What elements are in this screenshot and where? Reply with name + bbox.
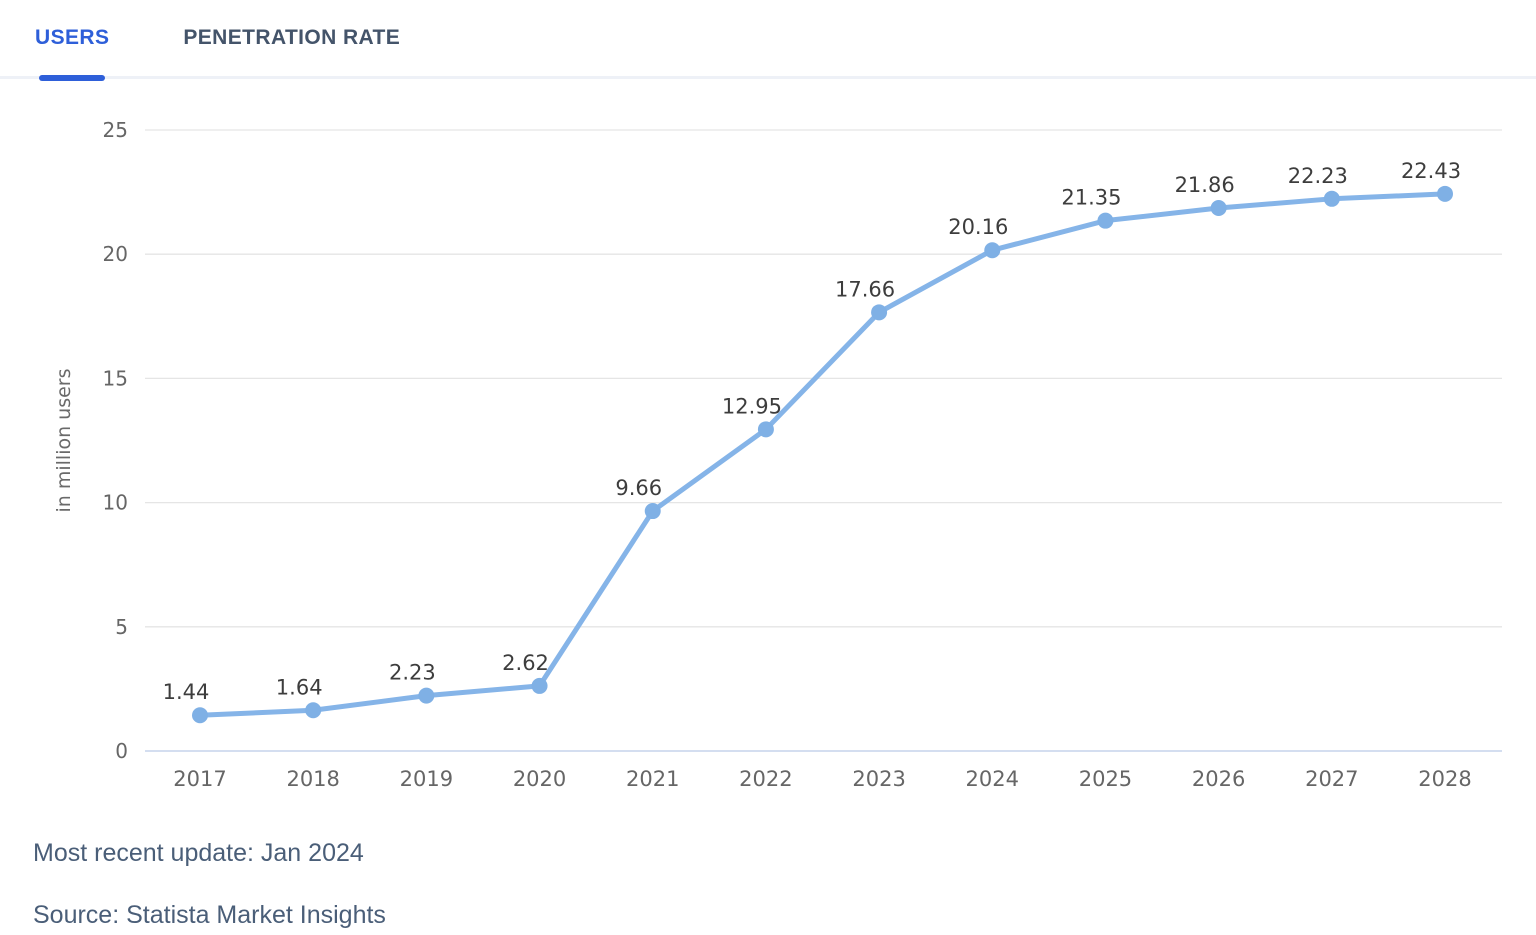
data-point-marker[interactable] — [418, 687, 435, 704]
x-tick-label: 2024 — [966, 767, 1019, 791]
y-tick-label: 0 — [115, 739, 128, 763]
chart-area: 0 5 10 15 20 25 2017 2018 2019 2020 2021 2022 2023 20… — [0, 79, 1536, 815]
series-line — [197, 191, 1448, 718]
x-tick-label: 2025 — [1079, 767, 1132, 791]
tab-penetration-rate[interactable]: PENETRATION RATE — [183, 0, 400, 78]
x-tick-label: 2026 — [1192, 767, 1245, 791]
data-point-label: 20.16 — [948, 215, 1008, 239]
data-point-label: 2.62 — [502, 651, 549, 675]
y-tick-label: 10 — [103, 491, 128, 515]
x-tick-label: 2022 — [739, 767, 792, 791]
x-tick-label: 2027 — [1305, 767, 1358, 791]
data-point-marker[interactable] — [871, 304, 888, 321]
data-point-label: 21.86 — [1175, 173, 1235, 197]
x-tick-label: 2020 — [513, 767, 566, 791]
data-point-marker[interactable] — [644, 503, 661, 520]
y-tick-label: 25 — [103, 118, 128, 142]
data-point-label: 21.35 — [1061, 186, 1121, 210]
data-point-marker[interactable] — [1210, 199, 1227, 216]
chart-footer: Most recent update: Jan 2024 Source: Sta… — [0, 839, 1536, 930]
x-tick-label: 2028 — [1418, 767, 1471, 791]
data-point-marker[interactable] — [305, 702, 322, 719]
x-tick-label: 2023 — [852, 767, 905, 791]
data-point-label: 22.43 — [1401, 159, 1461, 183]
data-point-marker[interactable] — [531, 677, 548, 694]
data-point-label: 2.23 — [389, 661, 436, 685]
x-tick-label: 2019 — [400, 767, 453, 791]
data-point-label: 22.23 — [1288, 164, 1348, 188]
x-tick-label: 2021 — [626, 767, 679, 791]
x-tick-label: 2018 — [286, 767, 339, 791]
data-point-marker[interactable] — [1323, 190, 1340, 207]
data-point-label: 17.66 — [835, 277, 895, 301]
data-point-marker[interactable] — [757, 421, 774, 438]
data-point-marker[interactable] — [1437, 185, 1453, 202]
y-axis-title: in million users — [53, 368, 75, 512]
tab-bar: USERS PENETRATION RATE — [0, 0, 1536, 81]
y-tick-label: 5 — [115, 615, 128, 639]
data-point-label: 12.95 — [722, 394, 782, 418]
tab-users[interactable]: USERS — [35, 0, 109, 81]
data-point-label: 1.44 — [163, 680, 210, 704]
y-tick-label: 20 — [103, 242, 128, 266]
most-recent-update-text: Most recent update: Jan 2024 — [33, 839, 364, 867]
x-tick-label: 2017 — [173, 767, 226, 791]
data-point-label: 9.66 — [615, 476, 662, 500]
source-text: Source: Statista Market Insights — [33, 901, 386, 929]
data-point-marker[interactable] — [1097, 212, 1114, 229]
data-point-marker[interactable] — [192, 707, 208, 724]
y-tick-label: 15 — [103, 366, 128, 390]
data-point-marker[interactable] — [984, 242, 1001, 259]
data-point-label: 1.64 — [276, 675, 323, 699]
